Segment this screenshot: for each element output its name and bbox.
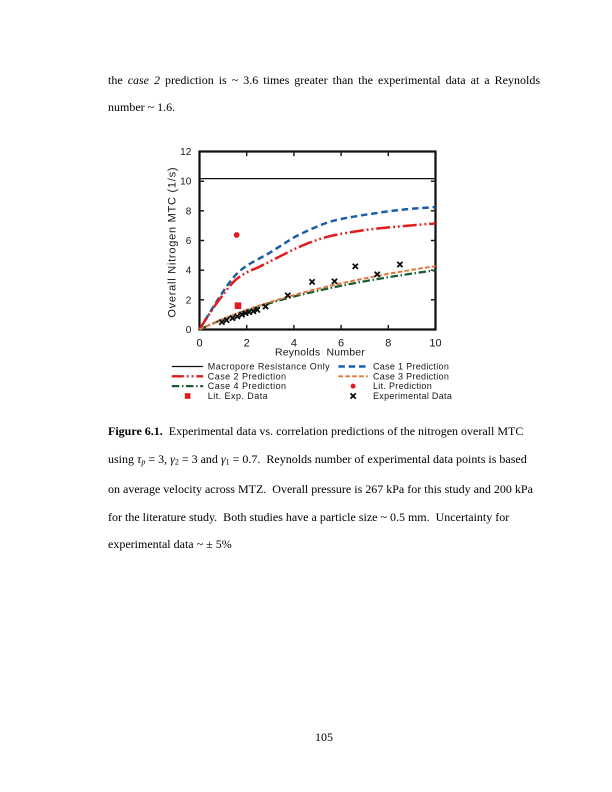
svg-text:10: 10 <box>180 177 192 188</box>
svg-text:0: 0 <box>196 337 202 349</box>
svg-text:10: 10 <box>429 337 441 349</box>
svg-text:Reynolds Number: Reynolds Number <box>275 347 365 359</box>
svg-text:Case 2 Prediction: Case 2 Prediction <box>208 371 287 381</box>
svg-text:Lit. Prediction: Lit. Prediction <box>373 381 432 391</box>
svg-text:Experimental Data: Experimental Data <box>373 391 452 401</box>
svg-text:2: 2 <box>244 337 250 349</box>
svg-text:8: 8 <box>186 206 192 217</box>
svg-text:6: 6 <box>338 337 344 349</box>
svg-text:12: 12 <box>180 147 192 158</box>
svg-text:6: 6 <box>186 236 192 247</box>
svg-text:2: 2 <box>186 295 192 306</box>
svg-text:Case 4 Prediction: Case 4 Prediction <box>208 381 287 391</box>
svg-text:8: 8 <box>385 337 391 349</box>
svg-text:Overall Nitrogen MTC (1/s): Overall Nitrogen MTC (1/s) <box>167 167 179 318</box>
svg-text:0: 0 <box>186 325 192 336</box>
svg-text:Case 1 Prediction: Case 1 Prediction <box>373 362 449 372</box>
svg-text:Macropore Resistance Only: Macropore Resistance Only <box>208 362 330 372</box>
svg-text:Case 3 Prediction: Case 3 Prediction <box>373 371 449 381</box>
svg-text:4: 4 <box>291 337 297 349</box>
svg-text:Lit. Exp. Data: Lit. Exp. Data <box>208 391 268 401</box>
svg-text:4: 4 <box>186 266 192 277</box>
